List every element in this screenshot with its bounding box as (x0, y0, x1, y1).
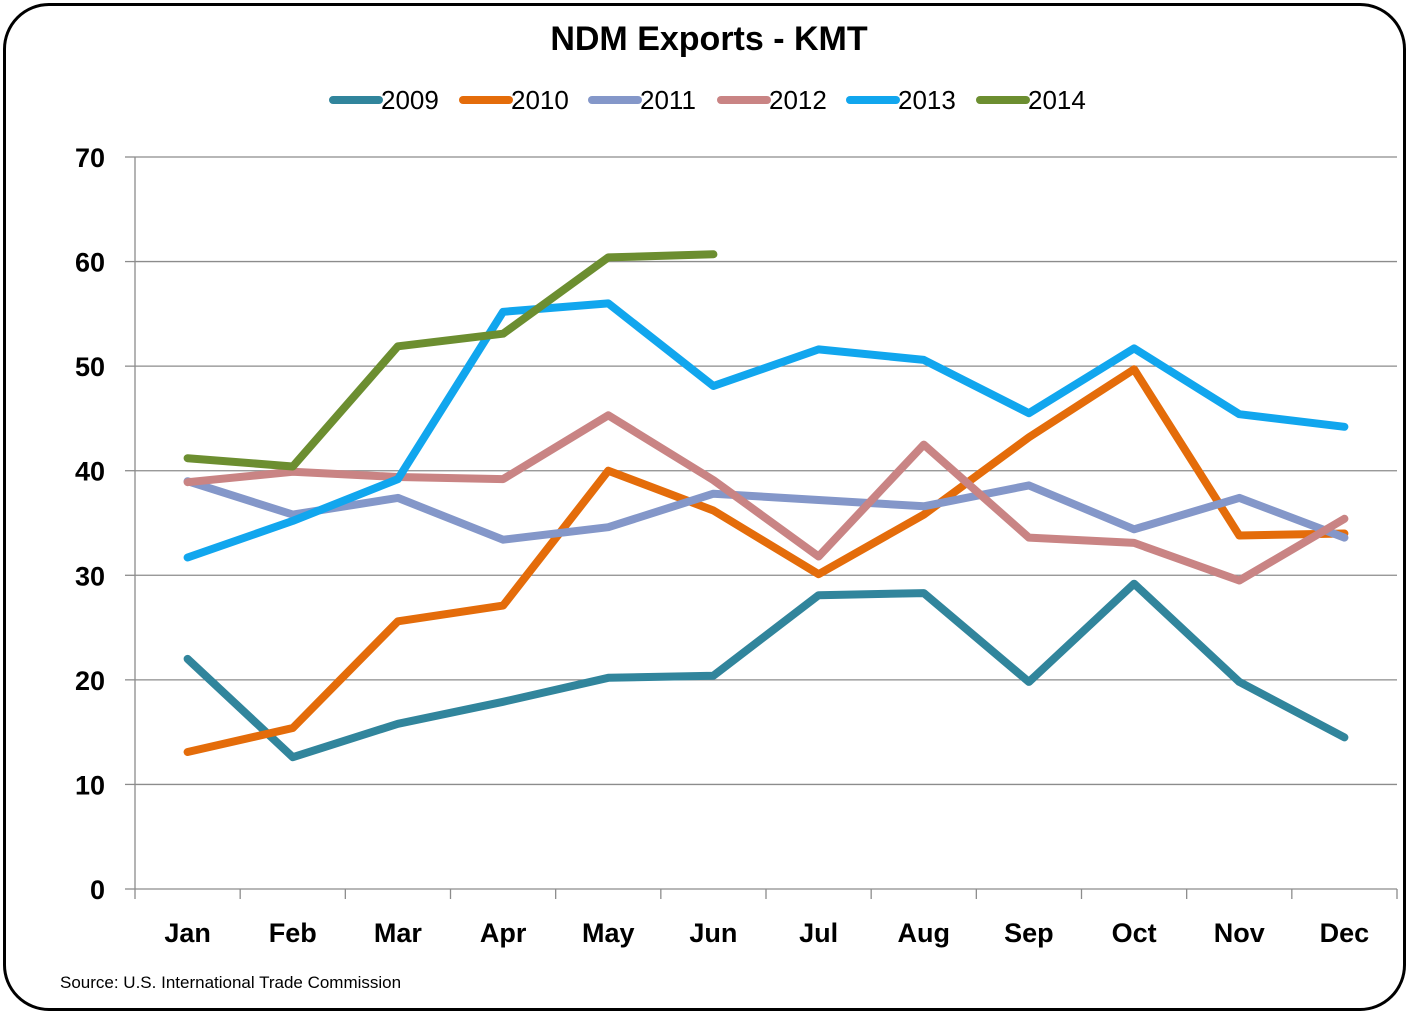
x-tick-label: Oct (1112, 918, 1157, 948)
chart-title: NDM Exports - KMT (550, 20, 868, 58)
x-tick-label: Sep (1004, 918, 1054, 948)
legend: 2009 2010 2011 2012 2013 2014 (329, 85, 1086, 115)
series-line-2012 (183, 411, 1349, 585)
legend-label-2014: 2014 (1028, 85, 1086, 115)
series-lines (183, 250, 1349, 762)
x-tick-label: Nov (1214, 918, 1265, 948)
legend-label-2011: 2011 (640, 85, 696, 115)
x-axis-ticks: Jan Feb Mar Apr May Jun Jul Aug Sep Oct Nov Dec (134, 889, 1398, 948)
y-tick-label: 20 (75, 666, 105, 696)
y-tick-label: 30 (75, 561, 105, 591)
series-line-2010 (183, 365, 1349, 756)
legend-label-2010: 2010 (511, 85, 569, 115)
y-tick-label: 40 (75, 457, 105, 487)
y-tick-label: 0 (90, 875, 105, 905)
series-line-2014 (183, 250, 718, 471)
series-line-2013 (183, 299, 1349, 562)
x-tick-label: Feb (269, 918, 317, 948)
x-tick-label: Jul (799, 918, 838, 948)
series-line-2011 (183, 477, 1349, 544)
x-tick-label: Mar (374, 918, 423, 948)
y-tick-label: 10 (75, 770, 105, 800)
x-tick-label: Jan (164, 918, 211, 948)
legend-label-2009: 2009 (381, 85, 439, 115)
x-tick-label: Apr (480, 918, 527, 948)
legend-label-2012: 2012 (769, 85, 827, 115)
legend-label-2013: 2013 (898, 85, 956, 115)
source-note: Source: U.S. International Trade Commiss… (60, 973, 401, 992)
y-tick-label: 70 (75, 143, 105, 173)
y-tick-label: 50 (75, 352, 105, 382)
x-tick-label: Aug (898, 918, 950, 948)
x-tick-label: Jun (689, 918, 737, 948)
x-tick-label: Dec (1320, 918, 1370, 948)
x-tick-label: May (582, 918, 635, 948)
series-line-2009 (183, 579, 1349, 762)
y-axis-ticks: 0 10 20 30 40 50 60 70 (75, 143, 135, 905)
y-tick-label: 60 (75, 248, 105, 278)
